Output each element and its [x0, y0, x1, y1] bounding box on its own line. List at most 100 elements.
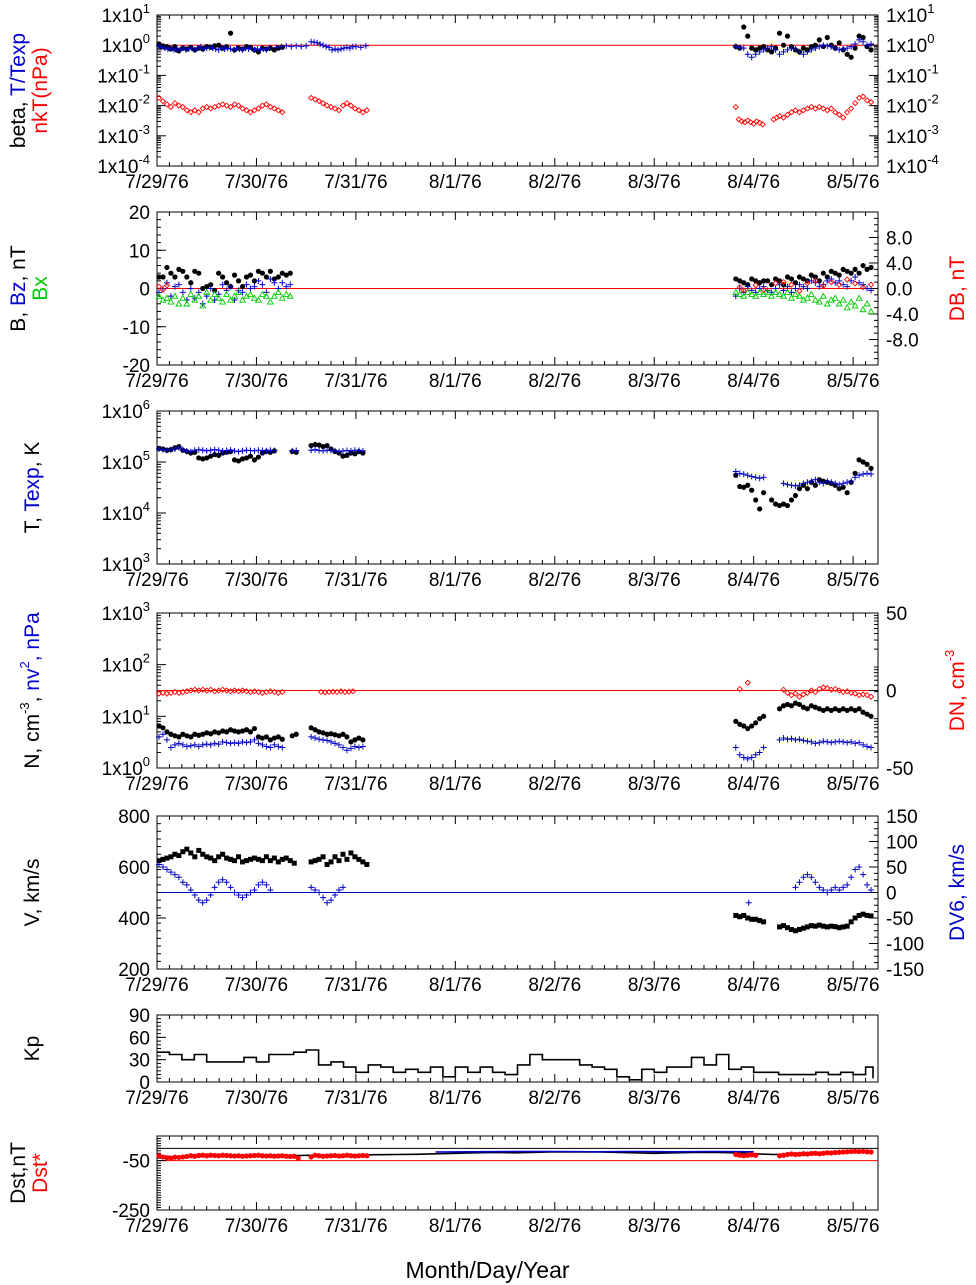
y-tick-label-right: 100 [886, 833, 918, 854]
data-point [761, 490, 767, 496]
data-point [267, 737, 273, 743]
data-point [224, 729, 230, 735]
data-point [187, 448, 194, 455]
data-point [163, 101, 171, 108]
y-tick-label-right: -50 [886, 759, 913, 780]
data-point [867, 307, 875, 315]
data-point [832, 1149, 838, 1156]
data-point [172, 274, 178, 280]
data-point [756, 749, 763, 756]
data-point [848, 689, 855, 696]
data-point [275, 107, 282, 114]
y-tick-label-right: 4.0 [886, 254, 912, 275]
data-point [784, 33, 791, 39]
y-tick-label-right: 50 [886, 858, 907, 879]
data-point [223, 739, 230, 746]
data-point [188, 1153, 194, 1159]
data-point [172, 851, 178, 857]
data-point [207, 447, 214, 454]
y-tick-label-right: 8.0 [886, 229, 912, 250]
data-point [824, 34, 830, 41]
data-point [796, 482, 803, 489]
data-point [362, 42, 369, 49]
data-point [808, 703, 814, 709]
data-point [312, 446, 319, 453]
y-tick-label-right: -4.0 [886, 305, 919, 326]
data-point [231, 728, 238, 734]
data-point [235, 892, 242, 899]
data-point [864, 711, 870, 717]
x-tick-label: 7/30/76 [225, 172, 288, 193]
data-point [317, 688, 325, 696]
data-point [233, 45, 240, 52]
data-point [792, 285, 799, 292]
x-tick-label: 7/29/76 [125, 975, 188, 996]
y-tick-label: -10 [123, 318, 150, 339]
data-point [820, 1150, 826, 1156]
data-point [314, 39, 321, 46]
data-point [215, 447, 222, 454]
data-point [852, 40, 859, 47]
data-point [843, 303, 851, 311]
data-point [170, 46, 177, 53]
data-point [780, 735, 787, 742]
data-point [856, 270, 862, 276]
data-point [180, 1154, 186, 1160]
data-point [787, 294, 796, 301]
data-point [796, 486, 803, 492]
data-point [184, 733, 190, 739]
data-point [267, 268, 273, 274]
data-point [832, 738, 839, 745]
data-point [796, 693, 803, 700]
y-tick-label: 1x104 [102, 499, 150, 525]
data-point [293, 447, 300, 454]
data-point [740, 287, 747, 294]
data-point [824, 107, 831, 114]
data-point [804, 1151, 810, 1157]
x-tick-label: 8/2/76 [528, 1088, 581, 1109]
data-point [231, 889, 238, 896]
data-point [235, 458, 242, 464]
data-point [868, 1149, 874, 1155]
x-tick-label: 7/31/76 [324, 975, 387, 996]
data-point [788, 497, 795, 503]
data-point [804, 486, 810, 492]
data-point [224, 1152, 230, 1159]
y-tick-label: 90 [129, 1006, 150, 1027]
series-line [157, 1049, 874, 1081]
data-point [867, 281, 875, 288]
data-point [748, 54, 755, 61]
data-point [800, 107, 807, 114]
data-point [278, 294, 286, 301]
data-point [164, 729, 170, 735]
data-point [215, 741, 222, 748]
data-point [207, 296, 215, 303]
data-point [251, 457, 258, 463]
data-point [335, 741, 342, 748]
data-point [208, 453, 214, 459]
data-point [868, 913, 874, 919]
data-point [279, 1153, 285, 1159]
y-tick-label: 1x10-2 [97, 92, 150, 118]
data-point [243, 727, 250, 733]
data-point [245, 45, 252, 52]
data-point [216, 1153, 222, 1159]
data-point [247, 272, 254, 278]
data-point [168, 270, 174, 276]
data-point [808, 1150, 814, 1157]
data-point [796, 926, 802, 932]
y-tick-label: 800 [118, 807, 150, 828]
data-point [231, 457, 238, 463]
data-point [828, 278, 835, 286]
data-point [279, 856, 285, 862]
data-point [337, 45, 344, 52]
data-point [207, 686, 214, 693]
data-point [792, 280, 799, 286]
data-point [860, 709, 866, 715]
data-point [792, 45, 799, 52]
data-point [816, 1151, 822, 1157]
y-axis-label-right: DB, nT [946, 256, 969, 322]
data-point [785, 925, 791, 931]
data-point [840, 45, 847, 52]
